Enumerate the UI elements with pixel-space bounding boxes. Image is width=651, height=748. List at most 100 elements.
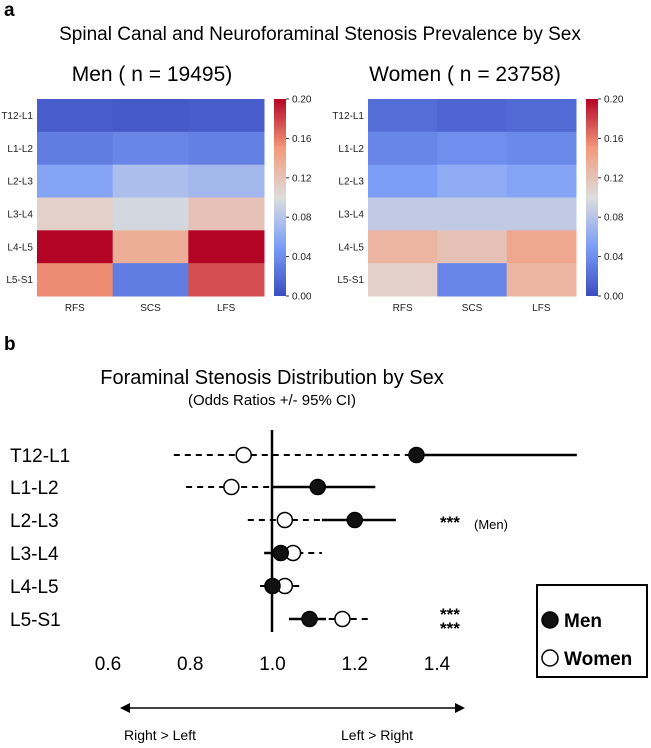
forest-plot-subtitle: (Odds Ratios +/- 95% CI) — [188, 392, 356, 409]
forest-x-ticks: 0.6 0.8 1.0 1.2 1.4 — [95, 654, 451, 675]
heatmap-cell-l1-l2-rfs — [368, 131, 438, 166]
heatmap-cell-l5-s1-scs — [437, 263, 508, 297]
panel-label-a: a — [4, 0, 15, 21]
heatmap-col-label: SCS — [462, 303, 483, 314]
heatmap-col-label: RFS — [393, 303, 413, 314]
heatmap-row-label: L3-L4 — [7, 209, 33, 220]
colorbar-tick-label: 0.16 — [604, 134, 624, 145]
heatmap-cell-l1-l2-scs — [437, 131, 508, 166]
colorbar-tick-label: 0.12 — [292, 173, 312, 184]
heatmap-cell-t12-l1-rfs — [368, 99, 438, 133]
legend-women-label: Women — [564, 649, 632, 670]
heatmap-cell-l5-s1-lfs — [188, 263, 265, 297]
colorbar-tick-label: 0.16 — [292, 134, 312, 145]
heatmap-cell-l2-l3-lfs — [506, 164, 577, 198]
women-heatmap: T12-L1 L1-L2 L2-L3 L3-L4 L4-L5 L5-S1 RFS SCS LFS — [332, 99, 577, 314]
heatmap-row-label: T12-L1 — [332, 111, 364, 122]
heatmap-col-label: LFS — [217, 303, 236, 314]
forest-x-tick: 1.0 — [259, 654, 285, 675]
forest-row-label-l3-l4: L3-L4 — [10, 544, 59, 565]
arrow-left-label: Right > Left — [124, 727, 196, 743]
women-point-l2-l3 — [276, 511, 294, 529]
heatmap-cell-l5-s1-scs — [112, 263, 189, 297]
heatmap-row-label: L2-L3 — [7, 177, 33, 188]
heatmap-cell-l5-s1-rfs — [368, 263, 438, 297]
women-point-l5-s1 — [334, 610, 351, 628]
forest-row-label-t12-l1: T12-L1 — [10, 446, 70, 467]
women-point-t12-l1 — [235, 446, 252, 464]
colorbar-tick-label: 0.12 — [604, 173, 624, 184]
forest-row-label-l1-l2: L1-L2 — [10, 478, 59, 499]
women-colorbar — [586, 99, 598, 296]
significance-l2-l3: *** — [440, 513, 460, 532]
heatmap-cell-l3-l4-scs — [112, 197, 189, 231]
heatmap-cell-t12-l1-lfs — [506, 99, 577, 133]
heatmap-cell-l2-l3-rfs — [37, 164, 114, 198]
forest-plot-title: Foraminal Stenosis Distribution by Sex — [100, 367, 443, 389]
forest-x-tick: 0.6 — [95, 654, 121, 675]
heatmap-cell-l3-l4-scs — [437, 197, 508, 231]
men-heatmap-title: Men ( n = 19495) — [72, 63, 233, 86]
heatmap-row-label: L2-L3 — [338, 177, 364, 188]
heatmap-cell-l2-l3-scs — [112, 164, 189, 198]
heatmap-cell-l1-l2-lfs — [188, 131, 265, 166]
heatmap-row-label: L1-L2 — [338, 144, 364, 155]
forest-x-tick: 1.2 — [342, 654, 368, 675]
heatmap-cell-l4-l5-lfs — [188, 230, 265, 264]
heatmap-cell-t12-l1-scs — [112, 99, 189, 133]
colorbar-tick-label: 0.20 — [604, 95, 624, 106]
heatmap-cell-t12-l1-rfs — [37, 99, 114, 133]
heatmap-cell-l2-l3-scs — [437, 164, 508, 198]
men-point-l1-l2 — [309, 478, 326, 496]
heatmap-row-label: L5-S1 — [6, 275, 33, 286]
heatmap-cell-l1-l2-scs — [112, 131, 189, 166]
heatmap-cell-l2-l3-lfs — [188, 164, 265, 198]
forest-x-tick: 1.4 — [424, 654, 451, 675]
heatmap-cell-l4-l5-rfs — [37, 230, 114, 264]
men-point-l5-s1 — [301, 610, 318, 628]
legend-men-label: Men — [564, 611, 602, 632]
heatmap-row-label: L3-L4 — [338, 209, 364, 220]
heatmap-cell-l4-l5-rfs — [368, 230, 438, 264]
women-point-l1-l2 — [223, 478, 240, 496]
heatmap-row-label: L5-S1 — [337, 275, 364, 286]
colorbar-tick-label: 0.08 — [604, 213, 624, 224]
men-colorbar-ticks: 0.20 0.16 0.12 0.08 0.04 0.00 — [286, 95, 312, 303]
significance-l5-s1-women: *** — [440, 619, 460, 638]
colorbar-tick-label: 0.00 — [292, 292, 312, 303]
heatmap-col-label: RFS — [65, 303, 85, 314]
heatmap-cell-l3-l4-lfs — [506, 197, 577, 231]
heatmap-row-label: L4-L5 — [7, 242, 33, 253]
heatmap-cell-l4-l5-lfs — [506, 230, 577, 264]
heatmap-cell-t12-l1-scs — [437, 99, 508, 133]
heatmap-cell-l3-l4-lfs — [188, 197, 265, 231]
heatmap-col-label: LFS — [532, 303, 551, 314]
heatmap-cell-l4-l5-scs — [437, 230, 508, 264]
men-point-l3-l4 — [272, 544, 289, 562]
heatmap-figure-title: Spinal Canal and Neuroforaminal Stenosis… — [59, 24, 581, 45]
forest-row-label-l5-s1: L5-S1 — [10, 610, 61, 631]
heatmap-cell-t12-l1-lfs — [188, 99, 265, 133]
forest-x-tick: 0.8 — [177, 654, 203, 675]
heatmap-cell-l3-l4-rfs — [37, 197, 114, 231]
heatmap-row-label: L1-L2 — [7, 144, 33, 155]
men-point-t12-l1 — [408, 446, 425, 464]
significance-l5-s1-men: *** — [440, 605, 460, 624]
arrow-right-label: Left > Right — [341, 727, 413, 743]
men-point-l2-l3 — [346, 511, 363, 529]
colorbar-tick-label: 0.04 — [292, 252, 312, 263]
heatmap-cell-l1-l2-lfs — [506, 131, 577, 166]
colorbar-tick-label: 0.08 — [292, 213, 312, 224]
legend-men-marker — [541, 611, 559, 629]
heatmap-col-label: SCS — [140, 303, 161, 314]
forest-row-label-l4-l5: L4-L5 — [10, 577, 59, 598]
colorbar-tick-label: 0.20 — [292, 95, 312, 106]
women-colorbar-ticks: 0.20 0.16 0.12 0.08 0.04 0.00 — [598, 95, 624, 303]
significance-note-men: (Men) — [474, 517, 508, 532]
colorbar-tick-label: 0.00 — [604, 292, 624, 303]
heatmap-cell-l4-l5-scs — [112, 230, 189, 264]
men-point-l4-l5 — [264, 577, 281, 595]
heatmap-cell-l2-l3-rfs — [368, 164, 438, 198]
forest-row-label-l2-l3: L2-L3 — [10, 511, 59, 532]
